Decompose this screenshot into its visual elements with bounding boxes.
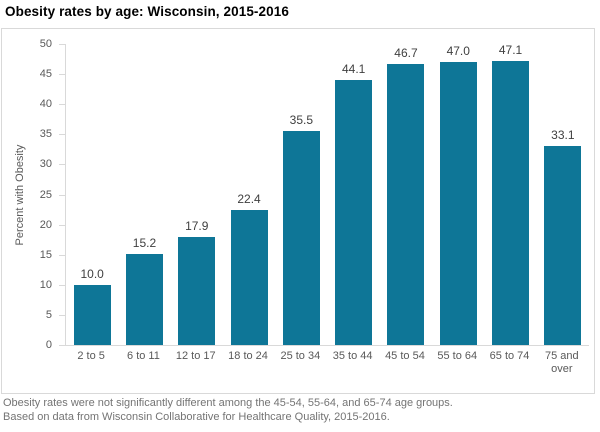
y-tick-mark xyxy=(59,224,65,226)
chart-frame xyxy=(1,28,595,394)
y-tick-mark xyxy=(59,164,65,166)
bar-value-label: 47.1 xyxy=(498,43,523,58)
bar-value-label: 47.0 xyxy=(446,44,470,59)
y-tick-mark xyxy=(59,345,65,346)
bar-value-label: 46.7 xyxy=(394,45,418,60)
x-category-label: 6 to 11 xyxy=(127,350,160,362)
footnote-line1: Obesity rates were not significantly dif… xyxy=(3,397,453,409)
y-tick-label: 45 xyxy=(39,68,52,81)
y-tick-mark xyxy=(59,284,65,286)
y-tick-label: 5 xyxy=(45,308,52,321)
y-tick-label: 20 xyxy=(39,218,52,231)
x-category-label: 12 to 17 xyxy=(175,350,216,362)
footnote: Obesity rates were not significantly dif… xyxy=(3,396,453,424)
y-tick-mark xyxy=(59,134,65,136)
bar-75 and over xyxy=(544,145,582,345)
bar-25 to 34 xyxy=(282,131,320,345)
bar-value-label: 33.1 xyxy=(551,127,575,142)
bar-55 to 64 xyxy=(439,62,477,345)
y-tick-mark xyxy=(59,44,65,45)
bar-45 to 54 xyxy=(387,63,425,345)
y-tick-label: 25 xyxy=(39,188,52,201)
y-tick-mark xyxy=(59,74,65,76)
bar-12 to 17 xyxy=(178,237,216,345)
y-tick-label: 30 xyxy=(39,158,52,171)
y-tick-mark xyxy=(59,254,65,256)
bar-value-label: 17.9 xyxy=(185,219,209,234)
y-tick-mark xyxy=(59,104,65,106)
bar-value-label: 22.4 xyxy=(237,192,261,207)
x-category-label: 45 to 54 xyxy=(385,350,425,362)
y-tick-label: 0 xyxy=(45,339,52,351)
plot-area: 10.0 15.2 17.9 22.4 35.5 44.1 46.7 47.0 47.1 33.1 xyxy=(65,43,589,346)
x-axis-labels: 2 to 5 6 to 11 12 to 17 18 to 24 25 to 34 35 … xyxy=(65,350,588,380)
bar-value-label: 15.2 xyxy=(132,235,157,250)
y-tick-label: 40 xyxy=(39,98,52,111)
y-tick-label: 15 xyxy=(39,248,52,261)
x-category-label: 25 to 34 xyxy=(280,350,321,362)
bar-18 to 24 xyxy=(230,210,268,345)
bar-value-label: 44.1 xyxy=(341,61,366,76)
bar-value-label: 10.0 xyxy=(80,266,104,281)
footnote-line2: Based on data from Wisconsin Collaborati… xyxy=(3,411,390,423)
y-tick-label: 10 xyxy=(39,278,52,291)
chart-title: Obesity rates by age: Wisconsin, 2015-20… xyxy=(5,4,289,19)
bar-65 to 74 xyxy=(492,61,530,345)
y-tick-mark xyxy=(59,314,65,316)
y-tick-label: 35 xyxy=(39,128,52,141)
x-category-label: 55 to 64 xyxy=(437,350,478,362)
bar-6 to 11 xyxy=(125,253,163,345)
bar-value-label: 35.5 xyxy=(289,113,314,128)
x-category-label: 75 and over xyxy=(545,350,579,375)
x-category-label: 2 to 5 xyxy=(77,350,105,362)
y-tick-label: 50 xyxy=(39,38,52,50)
x-category-label: 18 to 24 xyxy=(228,350,268,362)
y-tick-mark xyxy=(59,194,65,196)
x-category-label: 65 to 74 xyxy=(489,350,530,362)
bar-2 to 5 xyxy=(73,284,111,345)
x-category-label: 35 to 44 xyxy=(332,350,373,362)
bar-35 to 44 xyxy=(335,79,373,345)
